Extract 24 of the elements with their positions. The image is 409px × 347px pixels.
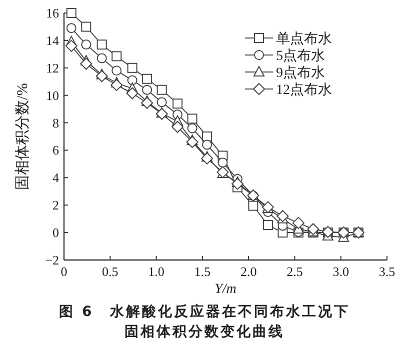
legend-label: 12点布水 <box>276 82 332 98</box>
x-tick-label: 1.0 <box>148 264 164 279</box>
y-tick-label: 6 <box>52 142 60 158</box>
y-tick-label: −2 <box>45 252 59 268</box>
y-tick-label: 10 <box>46 88 59 103</box>
x-tick-label: 3.5 <box>378 264 396 279</box>
x-tick-label: 0.5 <box>102 264 118 279</box>
x-tick-label: 3.0 <box>332 264 349 279</box>
y-tick-label: 12 <box>46 60 59 76</box>
y-tick-label: 4 <box>52 170 60 186</box>
legend-label: 5点布水 <box>276 48 325 64</box>
y-axis-title: 固相体积分数/% <box>14 83 31 190</box>
x-tick-label: 1.5 <box>194 264 211 279</box>
text: 图 6 水解酸化反应器在不同布水工况下固相体积分数变化曲线 <box>58 302 351 342</box>
y-tick-label: 14 <box>46 32 60 48</box>
y-tick-label: 2 <box>52 198 59 213</box>
y-tick-label: 0 <box>52 225 59 240</box>
x-axis-title: Y/m <box>214 282 236 297</box>
legend-label: 单点布水 <box>276 31 332 47</box>
y-tick-label: 8 <box>52 115 59 130</box>
y-tick-label: 16 <box>46 6 60 20</box>
legend-label: 9点布水 <box>276 65 325 81</box>
x-tick-label: 2.5 <box>286 264 303 279</box>
x-tick-label: 2.0 <box>240 264 257 279</box>
